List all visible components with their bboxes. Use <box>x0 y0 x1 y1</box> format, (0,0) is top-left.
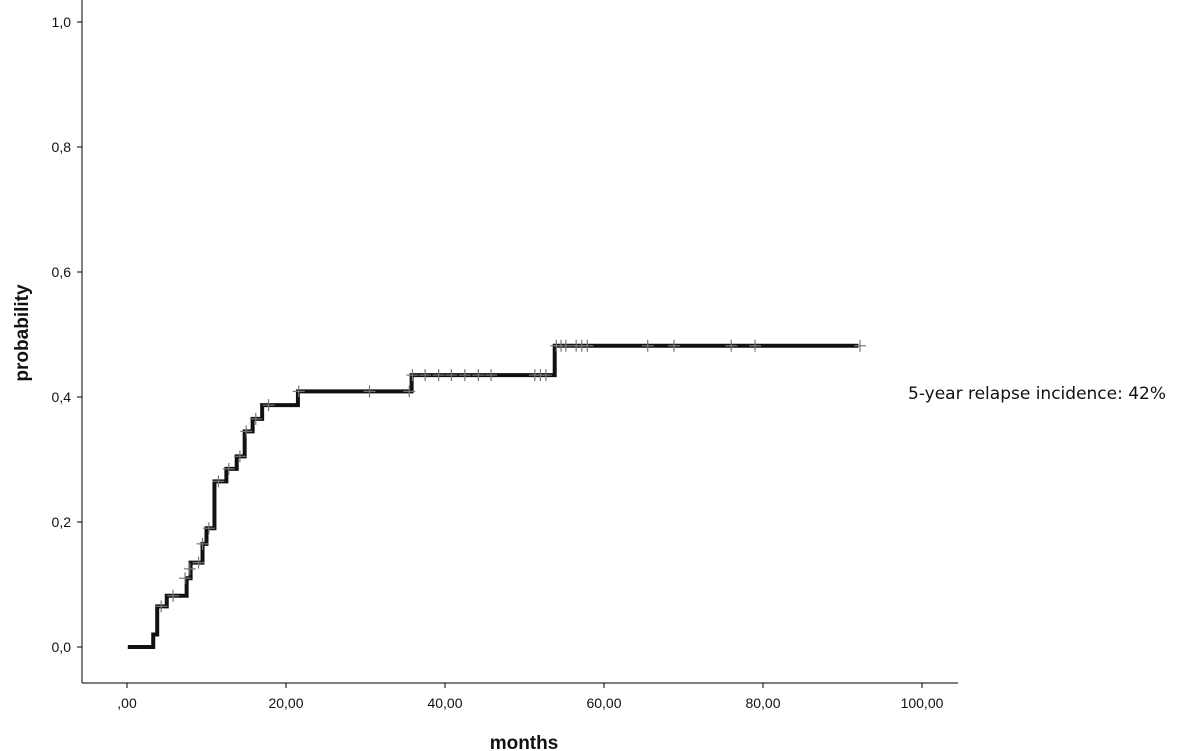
censor-mark <box>192 556 205 569</box>
censor-mark <box>432 369 445 382</box>
x-tick-label: 100,00 <box>901 695 944 711</box>
censor-mark <box>419 369 432 382</box>
censor-mark <box>196 537 209 550</box>
censor-mark <box>262 399 275 412</box>
y-tick-label: 0,4 <box>52 389 72 405</box>
y-tick-label: 0,8 <box>52 139 72 155</box>
tick-marks <box>77 21 923 688</box>
x-tick-label: 20,00 <box>268 695 303 711</box>
censor-mark <box>292 385 305 398</box>
censor-mark <box>183 562 196 575</box>
censor-mark <box>202 522 215 535</box>
y-tick-label: 1,0 <box>52 14 72 30</box>
tick-labels: 0,0 0,2 0,4 0,6 0,8 1,0 ,00 20,00 40,00 60,00 80,0… <box>52 14 944 711</box>
censor-mark <box>485 369 498 382</box>
censor-mark <box>155 600 168 613</box>
x-tick-label: 80,00 <box>745 695 780 711</box>
x-axis-title: months <box>490 733 559 751</box>
censor-mark <box>581 339 594 352</box>
y-tick-label: 0,6 <box>52 264 72 280</box>
axes <box>81 0 958 684</box>
censor-mark <box>240 425 253 438</box>
censor-mark <box>363 385 376 398</box>
y-axis-title: probability <box>12 284 33 382</box>
censor-mark <box>233 450 246 463</box>
censor-mark <box>222 462 235 475</box>
censor-mark <box>472 369 485 382</box>
censor-mark <box>853 339 866 352</box>
x-tick-label: 40,00 <box>427 695 462 711</box>
censor-mark <box>725 339 738 352</box>
x-tick-label: ,00 <box>117 695 137 711</box>
series-layer <box>127 343 859 649</box>
censor-mark <box>539 369 552 382</box>
censor-mark <box>406 369 419 382</box>
censor-layer <box>155 339 866 613</box>
censor-mark <box>749 339 762 352</box>
censor-mark <box>445 369 458 382</box>
censor-mark <box>179 572 192 585</box>
y-tick-label: 0,2 <box>52 514 72 530</box>
y-tick-label: 0,0 <box>52 639 72 655</box>
censor-mark <box>212 475 225 488</box>
censor-mark <box>641 339 654 352</box>
censor-mark <box>167 589 180 602</box>
censor-mark <box>667 339 680 352</box>
censor-mark <box>249 412 262 425</box>
relapse-incidence-annotation: 5-year relapse incidence: 42% <box>908 384 1166 404</box>
x-tick-label: 60,00 <box>586 695 621 711</box>
series-line <box>127 343 859 649</box>
censor-mark <box>403 385 416 398</box>
censor-mark <box>458 369 471 382</box>
censor-mark <box>559 339 572 352</box>
